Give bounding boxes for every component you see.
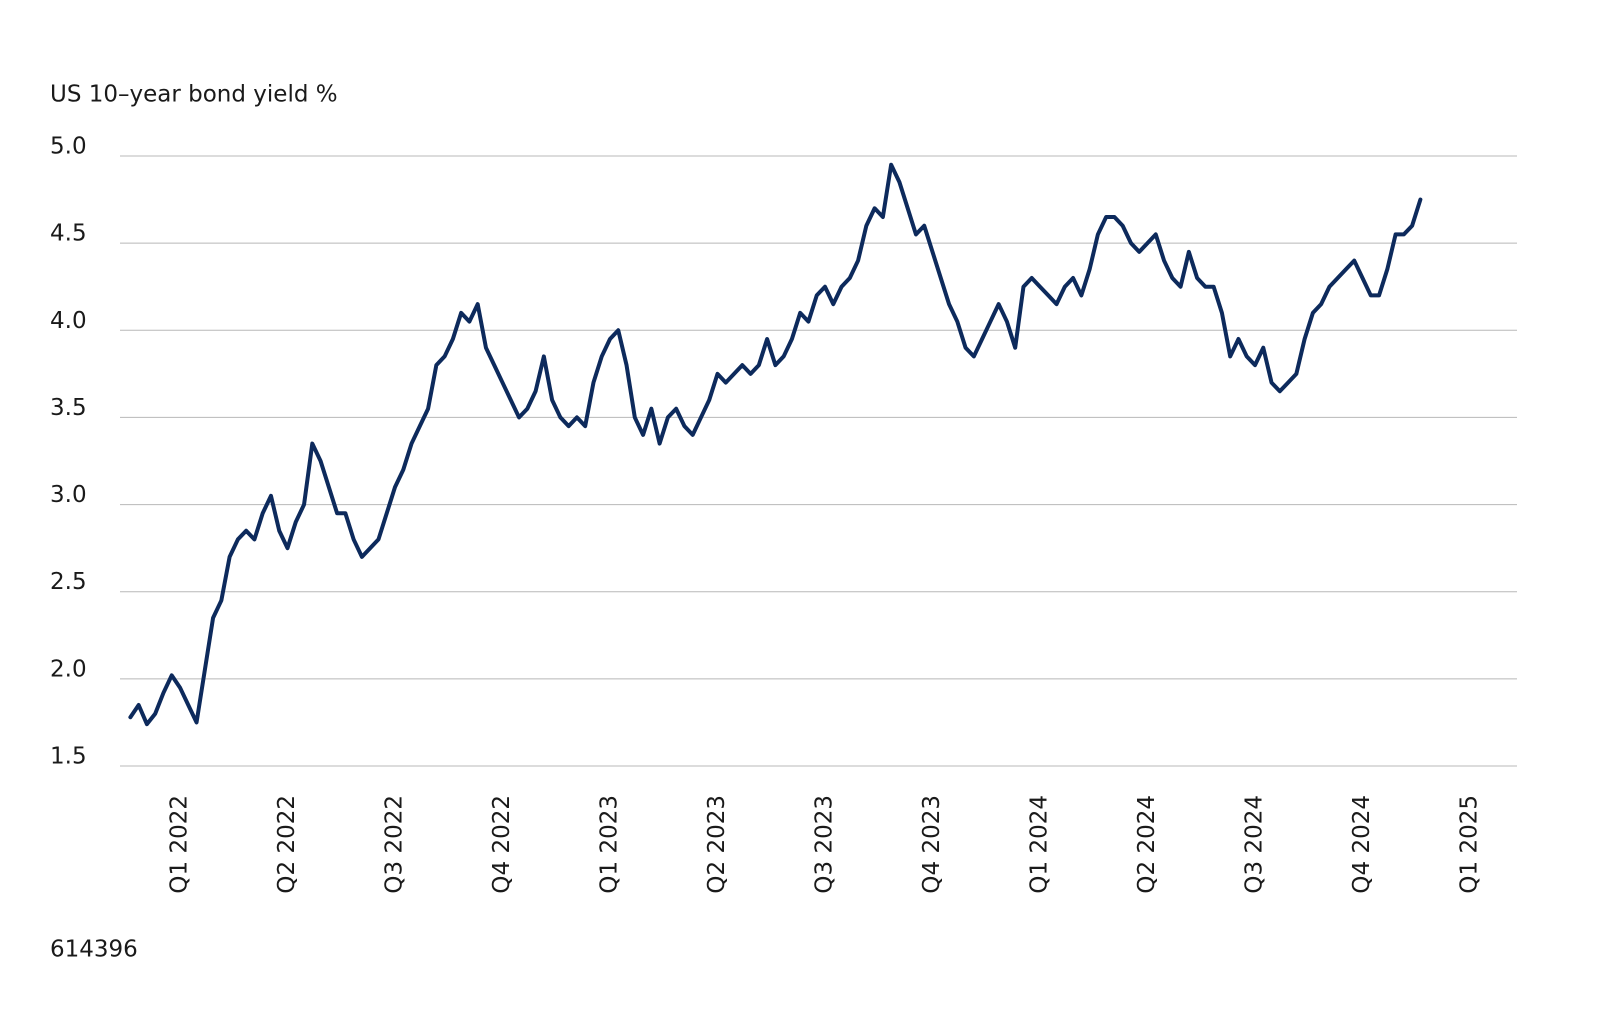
x-tick-label: Q2 2022 [274,795,300,894]
footnote: 614396 [50,937,138,963]
chart-title: US 10–year bond yield % [50,82,338,108]
y-tick-label: 1.5 [50,744,87,770]
data-line [128,162,1423,727]
y-tick-label: 4.5 [50,221,87,247]
x-tick-label: Q2 2023 [704,795,730,894]
y-tick-label: 4.0 [50,308,87,334]
x-tick-label: Q1 2023 [597,795,623,894]
x-tick-label: Q1 2024 [1027,795,1053,894]
x-tick-label: Q3 2023 [812,795,838,894]
x-tick-label: Q1 2022 [167,795,193,894]
x-tick-label: Q2 2024 [1134,795,1160,894]
x-tick-label: Q4 2024 [1349,795,1375,894]
y-tick-label: 3.5 [50,395,87,421]
y-tick-label: 3.0 [50,482,87,508]
y-tick-label: 5.0 [50,134,87,160]
y-tick-label: 2.5 [50,569,87,595]
x-tick-label: Q4 2023 [919,795,945,894]
y-tick-label: 2.0 [50,656,87,682]
x-tick-label: Q3 2022 [382,795,408,894]
x-tick-label: Q4 2022 [489,795,515,894]
x-tick-label: Q3 2024 [1242,795,1268,894]
x-tick-label: Q1 2025 [1457,795,1483,894]
